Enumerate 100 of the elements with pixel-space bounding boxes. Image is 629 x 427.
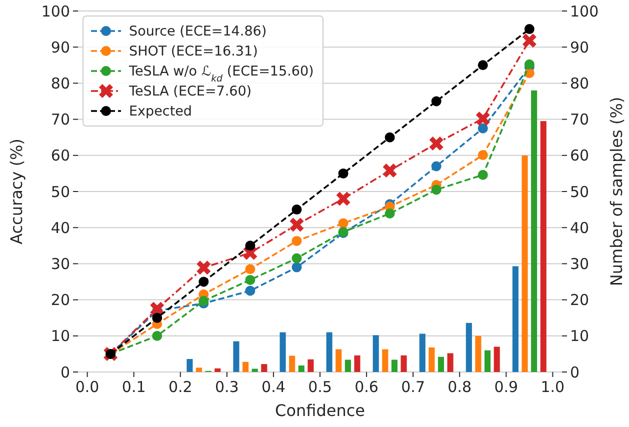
point [478,60,488,70]
point [478,123,488,134]
y2-tick-label: 90 [570,38,590,56]
y-tick-label: 70 [50,110,70,129]
bar [233,341,240,372]
bar [252,368,258,372]
y2-tick-label: 30 [570,254,590,273]
point [429,136,444,150]
bar [484,350,491,372]
bar [391,360,398,372]
point [336,192,350,206]
x-tick-label: 0.3 [214,378,239,396]
point [431,96,442,106]
point [382,164,397,178]
x-tick-label: 0.7 [401,378,426,396]
bar [242,362,249,372]
point [292,204,302,215]
point [198,276,209,287]
bar [261,364,268,372]
bar [428,347,435,372]
legend-label: Source (ECE=14.86) [129,24,267,40]
bar [447,353,454,372]
x-tick-label: 0.5 [308,378,332,396]
x-tick-label: 0.8 [448,378,472,396]
x-tick-label: 0.9 [494,378,518,396]
bar [400,355,407,372]
point [522,34,536,48]
point [338,218,348,228]
x-tick-label: 0.0 [75,378,100,396]
y2-tick-label: 20 [570,291,590,310]
point [431,184,442,195]
point [245,240,256,251]
point [478,170,488,180]
y-tick-label: 80 [50,74,70,92]
y2-tick-label: 60 [570,146,590,165]
legend-label: TeSLA w/o ℒ$_{kd}$ (ECE=15.60) [128,64,314,84]
bar [522,155,528,372]
y-tick-label: 40 [50,218,70,237]
point [431,161,442,172]
y2-tick-label: 100 [570,2,599,20]
point [384,208,395,219]
x-axis-title: Confidence [275,401,365,420]
y2-axis-title: Number of samples (%) [607,96,626,286]
y2-tick-label: 70 [570,110,590,129]
bar [438,356,444,372]
point [478,150,488,160]
y-tick-label: 50 [50,182,70,201]
bar [196,368,202,372]
point [292,253,302,264]
point [290,218,304,232]
bar [336,349,342,372]
x-tick-label: 0.2 [168,378,192,396]
point [152,312,162,323]
bar [372,335,379,372]
bar [540,121,546,372]
y2-tick-label: 50 [570,182,590,201]
y-tick-label: 100 [41,2,70,20]
bar [466,322,472,372]
bar [280,332,286,372]
x-tick-label: 0.1 [122,378,146,396]
bar [475,336,482,372]
bar [298,366,304,372]
y-tick-label: 90 [50,38,70,56]
legend-label: Expected [129,104,192,120]
point [196,260,211,275]
x-tick-label: 1.0 [540,378,565,396]
point [524,24,534,34]
bar [344,360,351,372]
point [245,286,256,296]
y-tick-label: 20 [50,291,70,310]
y-tick-label: 30 [50,254,70,273]
legend-label: SHOT (ECE=16.31) [129,44,258,60]
y-tick-label: 60 [50,146,70,165]
y2-tick-label: 0 [570,363,580,382]
y2-tick-label: 40 [570,218,590,237]
point [152,330,162,341]
point [150,302,164,316]
point [292,262,302,272]
bar [186,359,193,372]
y-tick-label: 10 [50,327,70,346]
bar [512,266,518,372]
x-tick-label: 0.4 [262,378,286,396]
point [476,112,490,126]
point [245,264,256,274]
point [384,132,395,142]
point [245,274,256,285]
bar [354,355,360,372]
bar [214,368,221,372]
y2-tick-label: 10 [570,327,590,346]
bar [308,359,314,372]
bar [289,356,296,372]
point [198,296,209,306]
bar [531,90,538,372]
bar [326,332,332,372]
y2-tick-label: 80 [570,74,590,92]
bar [382,349,388,372]
x-tick-label: 0.6 [354,378,378,396]
point [338,168,348,178]
y-tick-label: 0 [60,363,70,382]
y-axis-title: Accuracy (%) [7,138,26,244]
